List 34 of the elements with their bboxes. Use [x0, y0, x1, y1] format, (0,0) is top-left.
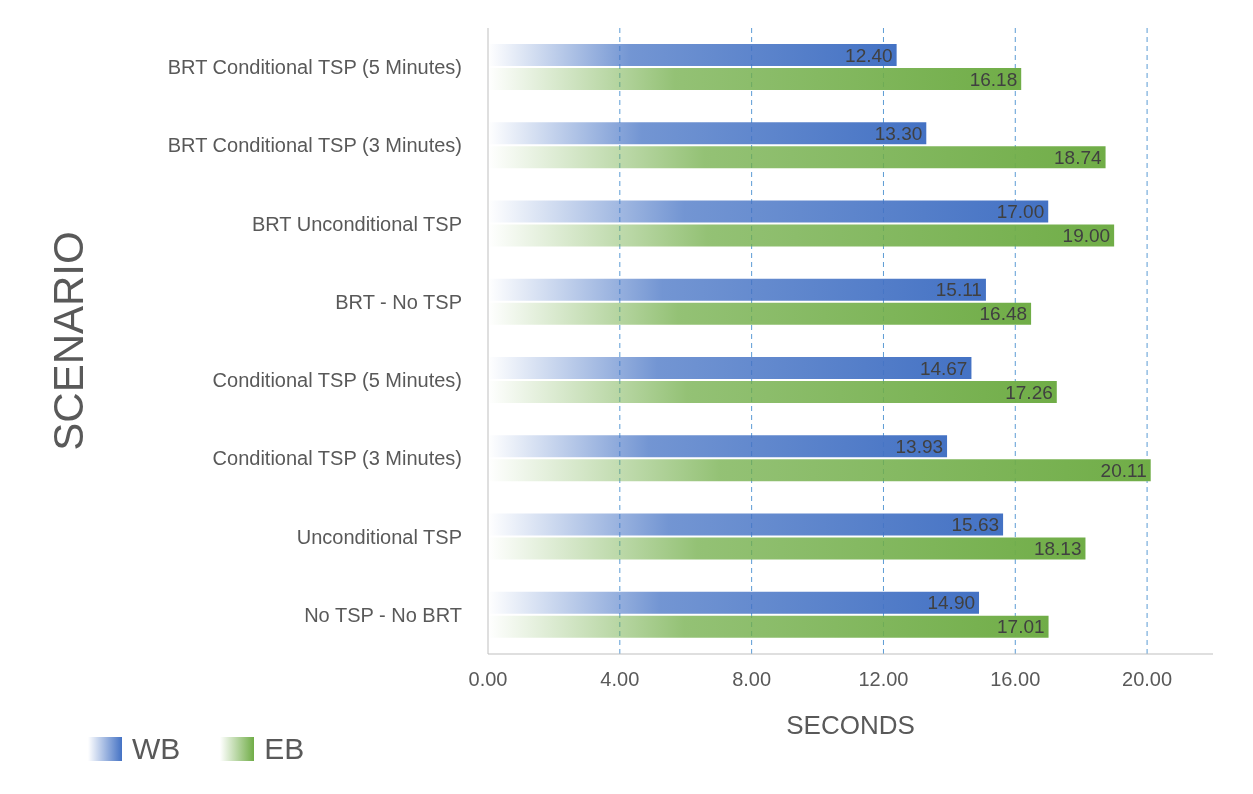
x-axis-title: SECONDS	[786, 710, 915, 740]
data-label: 17.00	[996, 201, 1045, 223]
y-tick-label: BRT - No TSP	[335, 290, 462, 313]
data-label: 14.90	[927, 592, 976, 614]
x-tick-label: 8.00	[732, 668, 772, 691]
data-label: 19.00	[1062, 225, 1111, 247]
x-tick-label: 0.00	[468, 668, 508, 691]
data-label: 16.18	[969, 68, 1018, 90]
x-tick-label: 16.00	[990, 668, 1041, 691]
legend-label: WB	[132, 732, 181, 766]
data-label: 20.11	[1100, 459, 1147, 481]
data-label: 16.48	[979, 303, 1028, 325]
y-axis-title: SCENARIO	[44, 231, 92, 451]
x-tick-label: 12.00	[858, 668, 909, 691]
data-label: 14.67	[919, 357, 968, 379]
y-tick-label: BRT Conditional TSP (3 Minutes)	[167, 134, 462, 157]
y-tick-label: No TSP - No BRT	[304, 603, 462, 626]
y-tick-label: Conditional TSP (5 Minutes)	[212, 369, 462, 392]
data-label: 13.30	[874, 122, 923, 144]
data-label: 17.01	[997, 616, 1045, 638]
data-label: 12.40	[845, 44, 893, 66]
x-tick-label: 4.00	[600, 668, 640, 691]
y-tick-label: Conditional TSP (3 Minutes)	[212, 447, 462, 470]
y-tick-label: Unconditional TSP	[296, 525, 462, 548]
legend-label: EB	[264, 732, 305, 766]
data-label: 15.63	[951, 514, 1000, 536]
x-tick-label: 20.00	[1122, 668, 1173, 691]
data-label: 15.11	[935, 279, 982, 301]
data-label: 18.74	[1054, 146, 1102, 168]
data-label: 17.26	[1005, 381, 1053, 403]
data-label: 18.13	[1033, 538, 1082, 560]
data-label: 13.93	[895, 435, 944, 457]
y-tick-label: BRT Conditional TSP (5 Minutes)	[167, 56, 462, 79]
y-tick-label: BRT Unconditional TSP	[251, 212, 462, 235]
